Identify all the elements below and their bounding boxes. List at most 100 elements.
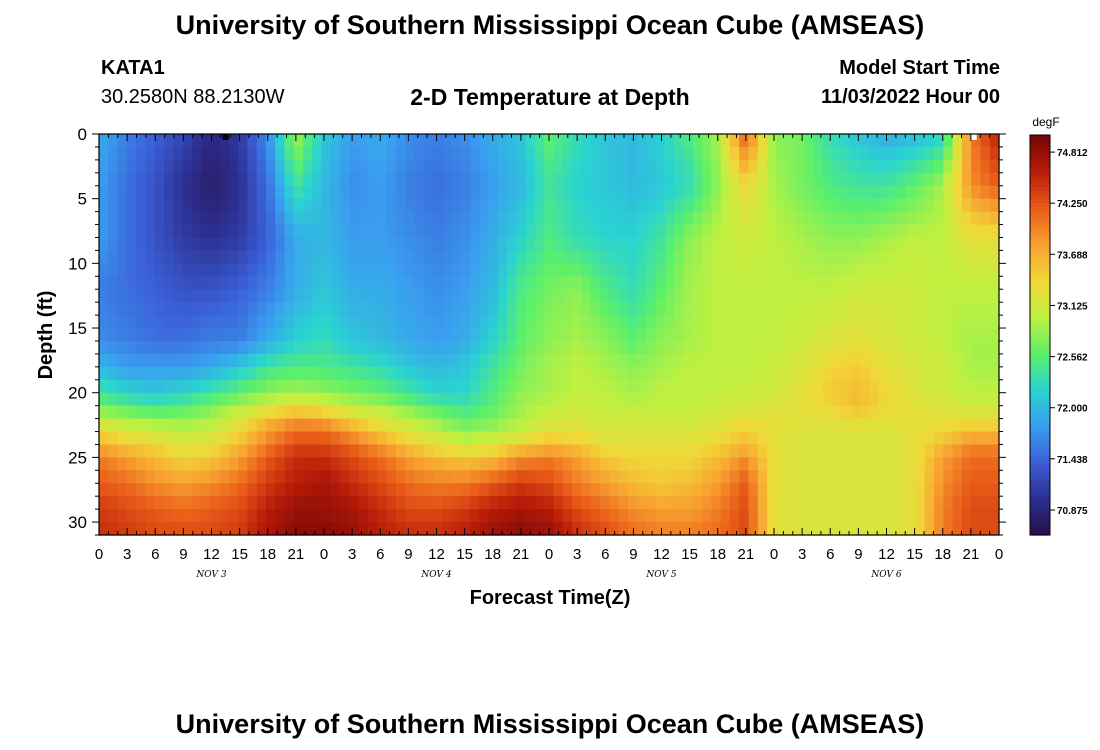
heatmap-cell [145, 289, 156, 303]
heatmap-cell [600, 315, 610, 329]
heatmap-cell [303, 509, 313, 523]
heatmap-cell [702, 470, 712, 484]
heatmap-cell [312, 418, 323, 433]
colorbar-segment [1030, 531, 1050, 536]
heatmap-cell [173, 366, 184, 381]
heatmap-cell [590, 302, 601, 316]
heatmap-cell [395, 315, 406, 329]
heatmap-cell [108, 198, 119, 213]
heatmap-cell [219, 250, 230, 264]
heatmap-cell [618, 134, 629, 148]
heatmap-cell [228, 353, 239, 368]
heatmap-cell [256, 185, 267, 200]
heatmap-cell [702, 237, 712, 252]
heatmap-cell [423, 302, 434, 316]
heatmap-cell [924, 172, 935, 187]
heatmap-cell [228, 444, 239, 458]
heatmap-cell [238, 263, 249, 277]
heatmap-cell [284, 496, 295, 510]
heatmap-cell [99, 392, 109, 407]
heatmap-cell [906, 289, 917, 303]
heatmap-cell [386, 392, 397, 407]
heatmap-cell [423, 315, 434, 329]
colorbar-segment [1030, 459, 1050, 464]
heatmap-cell [600, 172, 610, 187]
heatmap-cell [228, 159, 239, 174]
y-tick-label: 5 [78, 190, 87, 209]
heatmap-cell [544, 276, 555, 290]
heatmap-cell [896, 366, 907, 381]
heatmap-cell [266, 134, 276, 148]
heatmap-cell [330, 509, 341, 523]
heatmap-cell [312, 198, 323, 213]
heatmap-cell [869, 379, 879, 394]
heatmap-cell [163, 353, 174, 368]
heatmap-cell [368, 172, 378, 187]
heatmap-cell [256, 315, 267, 329]
heatmap-cell [600, 496, 610, 510]
heatmap-cell [553, 496, 564, 510]
heatmap-cell [553, 315, 564, 329]
heatmap-cell [275, 496, 286, 510]
heatmap-cell [266, 379, 276, 394]
heatmap-cell [377, 457, 388, 471]
x-tick-label: 0 [995, 546, 1003, 563]
heatmap-cell [720, 276, 731, 290]
heatmap-cell [600, 379, 610, 394]
heatmap-cell [497, 185, 508, 200]
colorbar-segment [1030, 143, 1050, 148]
heatmap-cell [859, 289, 870, 303]
heatmap-cell [191, 146, 202, 161]
heatmap-cell [368, 198, 378, 213]
heatmap-cell [683, 483, 694, 497]
heatmap-cell [108, 509, 119, 523]
heatmap-cell [303, 146, 313, 161]
heatmap-cell [813, 405, 824, 420]
heatmap-cell [618, 457, 629, 471]
heatmap-cell [887, 483, 898, 497]
heatmap-cell [210, 431, 221, 446]
heatmap-cell [980, 444, 991, 458]
heatmap-cell [117, 379, 128, 394]
heatmap-cell [330, 237, 341, 252]
heatmap-cell [182, 302, 193, 316]
heatmap-cell [757, 444, 768, 458]
heatmap-cell [813, 315, 824, 329]
heatmap-cell [516, 211, 527, 226]
heatmap-cell [312, 483, 323, 497]
heatmap-cell [368, 418, 378, 433]
heatmap-cell [664, 431, 675, 446]
heatmap-cell [284, 418, 295, 433]
heatmap-cell [219, 405, 230, 420]
heatmap-cell [637, 263, 648, 277]
heatmap-cell [785, 353, 796, 368]
heatmap-cell [516, 276, 527, 290]
heatmap-cell [377, 185, 388, 200]
heatmap-cell [405, 483, 416, 497]
heatmap-cell [423, 405, 434, 420]
heatmap-cell [581, 509, 592, 523]
heatmap-cell [497, 405, 508, 420]
heatmap-cell [850, 276, 861, 290]
heatmap-cell [915, 276, 926, 290]
heatmap-cell [210, 496, 221, 510]
heatmap-cell [340, 470, 351, 484]
heatmap-cell [266, 185, 276, 200]
heatmap-cell [637, 405, 648, 420]
heatmap-cell [293, 276, 304, 290]
heatmap-cell [767, 263, 777, 277]
heatmap-cell [702, 340, 712, 355]
heatmap-cell [433, 250, 443, 264]
heatmap-cell [256, 328, 267, 342]
colorbar-segment [1030, 455, 1050, 460]
heatmap-cell [330, 431, 341, 446]
heatmap-cell [785, 198, 796, 213]
heatmap-cell [349, 276, 360, 290]
heatmap-cell [145, 224, 156, 239]
heatmap-cell [869, 289, 879, 303]
colorbar-segment [1030, 263, 1050, 268]
heatmap-cell [600, 237, 610, 252]
heatmap-cell [368, 366, 378, 381]
heatmap-cell [210, 522, 221, 536]
heatmap-cell [228, 470, 239, 484]
